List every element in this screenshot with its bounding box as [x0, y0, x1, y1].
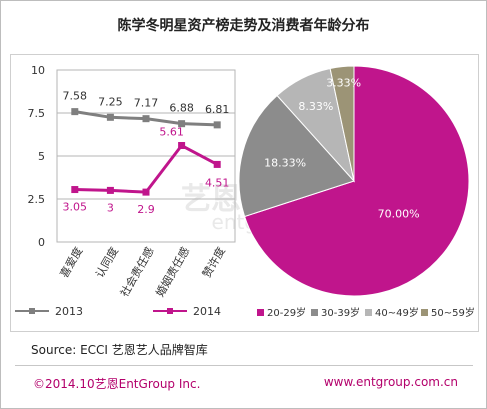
- series-2013-point: [71, 108, 79, 116]
- pie-slice-label: 3.33%: [326, 77, 361, 90]
- series-2013-point: [178, 120, 186, 128]
- pie-legend-swatch: [365, 309, 372, 316]
- series-2014-point: [71, 186, 79, 194]
- pie-slice-label: 18.33%: [264, 157, 306, 170]
- pie-slice-label: 8.33%: [298, 100, 333, 113]
- pie-slice-20-29岁: [243, 65, 470, 297]
- y-tick-label: 0: [38, 236, 45, 249]
- series-2014-data-label: 4.51: [205, 176, 230, 189]
- pie-legend-label: 20-29岁: [267, 306, 306, 319]
- website-link[interactable]: www.entgroup.com.cn: [323, 375, 458, 389]
- y-tick-label: 5: [38, 150, 45, 163]
- legend-2013-label: 2013: [55, 305, 83, 318]
- series-2013-data-label: 7.25: [98, 95, 123, 108]
- pie-slice-50~59岁: [329, 65, 355, 182]
- series-2013-data-label: 7.58: [63, 90, 88, 103]
- chart-title: 陈学冬明星资产榜走势及消费者年龄分布: [117, 18, 370, 34]
- y-tick-label: 2.5: [28, 193, 46, 206]
- series-2014-point: [106, 186, 114, 194]
- series-2014-data-label: 3: [107, 201, 114, 214]
- pie-legend-label: 40~49岁: [375, 306, 419, 319]
- pie-legend-label: 30-39岁: [321, 306, 360, 319]
- series-2013-data-label: 7.17: [134, 97, 159, 110]
- copyright-text: ©2014.10艺恩EntGroup Inc.: [33, 377, 201, 391]
- pie-slice-30-39岁: [238, 94, 355, 218]
- legend-2014-marker: [167, 308, 173, 314]
- series-2013-data-label: 6.88: [169, 102, 194, 115]
- pie-legend-swatch: [257, 309, 264, 316]
- pie-legend-swatch: [421, 309, 428, 316]
- series-2013-data-label: 6.81: [205, 103, 230, 116]
- series-2014-point: [178, 142, 186, 150]
- source-note: Source: ECCI 艺恩艺人品牌智库: [31, 343, 208, 357]
- series-2013-point: [106, 113, 114, 121]
- series-2013-point: [213, 121, 221, 129]
- y-tick-label: 7.5: [28, 107, 46, 120]
- series-2014-data-label: 5.61: [159, 126, 184, 139]
- pie-legend-swatch: [311, 309, 318, 316]
- legend-2013-marker: [29, 308, 35, 314]
- series-2014-data-label: 2.9: [137, 203, 155, 216]
- series-2014-point: [213, 160, 221, 168]
- legend-2014-label: 2014: [193, 305, 221, 318]
- pie-slice-label: 70.00%: [378, 207, 420, 220]
- series-2013-point: [142, 115, 150, 123]
- y-tick-label: 10: [31, 64, 45, 77]
- pie-legend-label: 50~59岁: [431, 306, 475, 319]
- series-2014-data-label: 3.05: [63, 201, 88, 214]
- series-2014-point: [142, 188, 150, 196]
- footer-divider: [15, 365, 473, 366]
